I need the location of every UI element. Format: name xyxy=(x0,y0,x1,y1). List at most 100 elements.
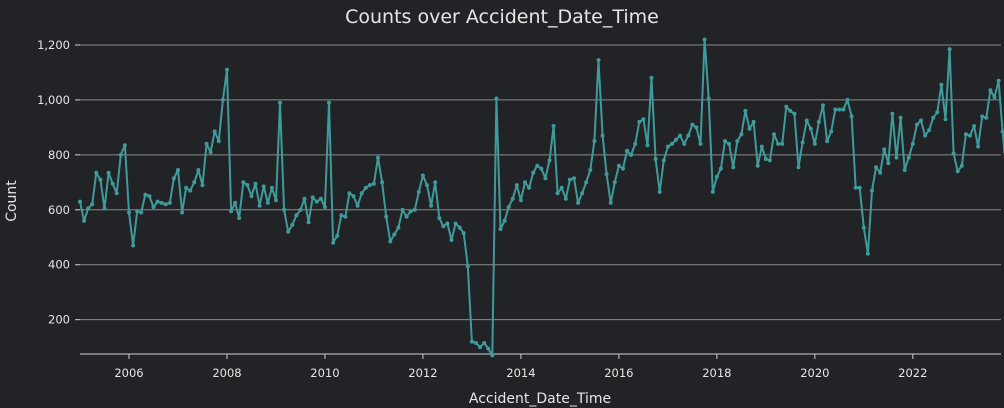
data-point xyxy=(274,198,278,203)
data-point xyxy=(825,139,830,144)
data-point xyxy=(661,158,666,163)
data-point xyxy=(931,115,936,120)
data-point xyxy=(355,203,360,208)
data-point xyxy=(861,225,866,230)
data-point xyxy=(429,203,434,208)
data-point xyxy=(118,152,123,157)
data-point xyxy=(992,95,997,100)
data-point xyxy=(898,115,903,120)
data-point xyxy=(86,206,91,211)
data-point xyxy=(110,181,115,186)
y-axis-ticks: 200 400 600 800 1,000 1,200 xyxy=(37,38,80,327)
data-point xyxy=(625,148,629,153)
data-point xyxy=(425,183,429,188)
data-point xyxy=(829,129,834,134)
data-point xyxy=(767,158,772,163)
data-point xyxy=(690,122,695,127)
y-tick-label: 1,200 xyxy=(37,38,70,52)
data-point xyxy=(404,214,409,219)
data-point xyxy=(167,200,172,205)
data-point xyxy=(180,210,185,215)
data-point xyxy=(959,163,964,168)
data-point xyxy=(996,78,1001,83)
data-point xyxy=(543,176,548,181)
data-point xyxy=(225,67,229,72)
x-tick-label: 2018 xyxy=(702,366,731,380)
data-point xyxy=(200,183,205,188)
data-point xyxy=(980,114,985,119)
data-point xyxy=(474,341,478,345)
data-point xyxy=(906,155,911,160)
data-point xyxy=(151,205,156,209)
data-point xyxy=(122,143,127,148)
data-point xyxy=(171,176,176,181)
data-point xyxy=(567,177,572,182)
data-point xyxy=(796,165,801,170)
y-tick-label: 800 xyxy=(48,148,70,162)
data-point xyxy=(910,141,915,146)
data-point xyxy=(963,132,968,137)
data-point xyxy=(527,185,532,190)
data-point xyxy=(314,199,319,204)
data-point xyxy=(306,220,311,225)
data-point xyxy=(833,107,838,112)
data-point xyxy=(282,207,287,212)
data-point xyxy=(416,189,421,194)
data-point xyxy=(184,185,189,190)
data-point xyxy=(776,141,781,146)
data-point xyxy=(237,216,242,220)
data-point xyxy=(972,124,977,128)
data-point xyxy=(902,168,907,172)
data-point xyxy=(551,124,556,128)
data-point xyxy=(343,214,348,219)
data-point xyxy=(216,139,221,144)
data-point xyxy=(245,183,250,188)
data-point xyxy=(694,125,699,130)
data-point xyxy=(539,166,544,171)
data-point xyxy=(616,163,621,168)
data-point xyxy=(155,199,160,204)
data-point xyxy=(249,194,254,199)
data-point xyxy=(592,139,597,144)
data-point xyxy=(702,37,707,42)
data-point xyxy=(755,163,760,168)
data-point xyxy=(870,188,874,193)
x-tick-label: 2008 xyxy=(212,366,241,380)
data-point xyxy=(641,117,646,122)
data-point xyxy=(347,191,352,196)
data-point xyxy=(102,206,107,211)
data-point xyxy=(371,181,376,186)
x-tick-label: 2012 xyxy=(408,366,437,380)
data-point xyxy=(686,133,691,138)
data-point xyxy=(678,133,683,138)
data-point xyxy=(555,191,560,196)
data-point xyxy=(878,170,883,175)
data-point xyxy=(731,165,736,170)
data-point xyxy=(94,170,99,175)
data-point xyxy=(837,107,842,112)
data-point xyxy=(478,345,483,350)
data-point xyxy=(968,133,972,138)
data-point xyxy=(192,180,197,185)
data-point xyxy=(494,96,499,101)
data-point xyxy=(163,202,168,207)
data-point xyxy=(800,140,805,145)
data-point xyxy=(78,199,82,204)
data-point xyxy=(139,210,144,215)
data-point xyxy=(388,239,393,244)
data-point xyxy=(359,191,364,196)
data-point xyxy=(723,139,727,144)
data-point xyxy=(739,132,744,137)
data-point xyxy=(608,200,613,205)
data-point xyxy=(576,200,581,205)
data-point xyxy=(984,115,989,120)
data-point xyxy=(294,213,299,218)
data-point xyxy=(351,194,356,199)
y-tick-label: 1,000 xyxy=(37,93,70,107)
data-point xyxy=(506,205,511,209)
data-point xyxy=(821,103,825,108)
data-point xyxy=(727,141,732,146)
data-point xyxy=(621,166,625,171)
data-point xyxy=(939,82,944,87)
